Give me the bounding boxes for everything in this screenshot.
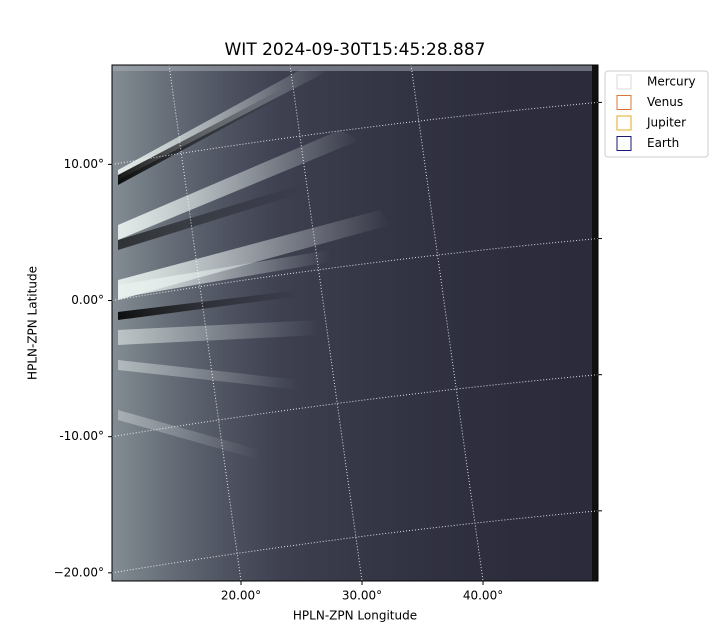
legend-label: Jupiter — [646, 116, 686, 130]
y-axis-label: HPLN-ZPN Latitude — [26, 266, 40, 380]
x-tick-label: 40.00° — [463, 589, 503, 603]
y-tick-label: 10.00° — [64, 157, 104, 171]
legend-swatch — [616, 136, 632, 151]
legend: Mercury Venus Jupiter Earth — [604, 70, 709, 158]
legend-label: Venus — [647, 95, 683, 109]
legend-label: Mercury — [647, 75, 696, 89]
legend-label: Earth — [647, 136, 679, 150]
x-tick-label: 20.00° — [221, 589, 261, 603]
y-tick-label: −20.00° — [54, 565, 104, 579]
y-tick-label: -10.00° — [59, 429, 104, 443]
image — [112, 65, 598, 581]
x-axis-label: HPLN-ZPN Longitude — [293, 609, 417, 623]
legend-swatch — [616, 74, 632, 90]
chart-title: WIT 2024-09-30T15:45:28.887 — [225, 40, 486, 60]
y-tick-label: 0.00° — [71, 293, 104, 307]
legend-swatch — [616, 95, 632, 110]
x-tick-label: 30.00° — [342, 589, 382, 603]
legend-frame — [604, 70, 709, 158]
legend-swatch — [616, 115, 632, 131]
plot-frame — [111, 64, 599, 582]
